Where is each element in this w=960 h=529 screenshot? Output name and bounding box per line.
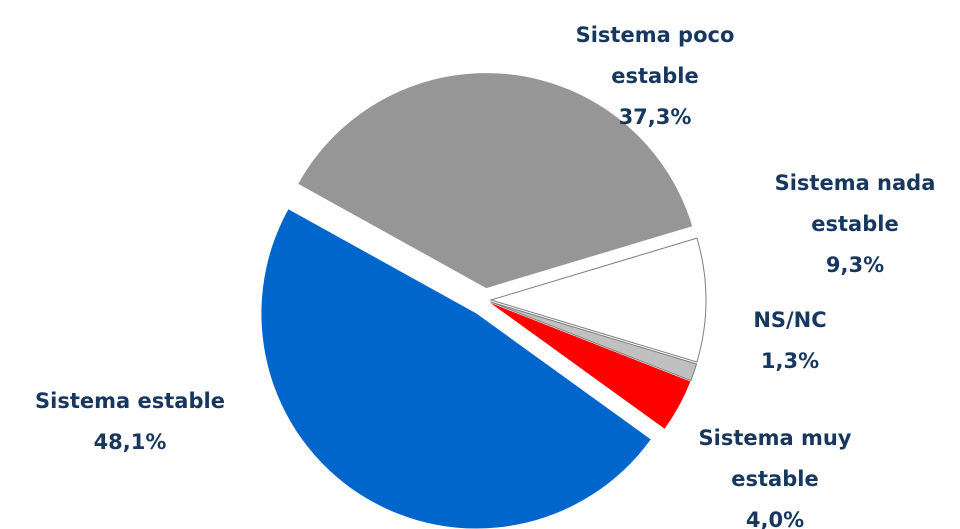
pie-slice	[490, 302, 691, 429]
value-label: 48,1%	[93, 430, 167, 454]
slice-label: Sistema estable 48,1%	[0, 381, 270, 463]
slice-label: Sistema muy estable 4,0%	[660, 418, 890, 529]
pie-slice	[489, 237, 707, 363]
category-name: Sistema muy estable	[698, 426, 852, 491]
category-name: Sistema estable	[35, 389, 225, 413]
category-name: NS/NC	[753, 308, 827, 332]
value-label: 1,3%	[760, 349, 820, 373]
category-name: Sistema nada estable	[774, 171, 936, 236]
category-name: Sistema poco estable	[575, 23, 735, 88]
pie-slice	[490, 301, 698, 382]
slice-label: Sistema nada estable 9,3%	[745, 163, 960, 286]
slice-label: Sistema poco estable 37,3%	[545, 15, 765, 138]
value-label: 9,3%	[825, 253, 885, 277]
value-label: 37,3%	[618, 105, 692, 129]
pie-slice	[261, 209, 651, 529]
slice-label: NS/NC 1,3%	[710, 300, 870, 382]
pie-slice	[298, 73, 693, 289]
value-label: 4,0%	[745, 508, 805, 529]
